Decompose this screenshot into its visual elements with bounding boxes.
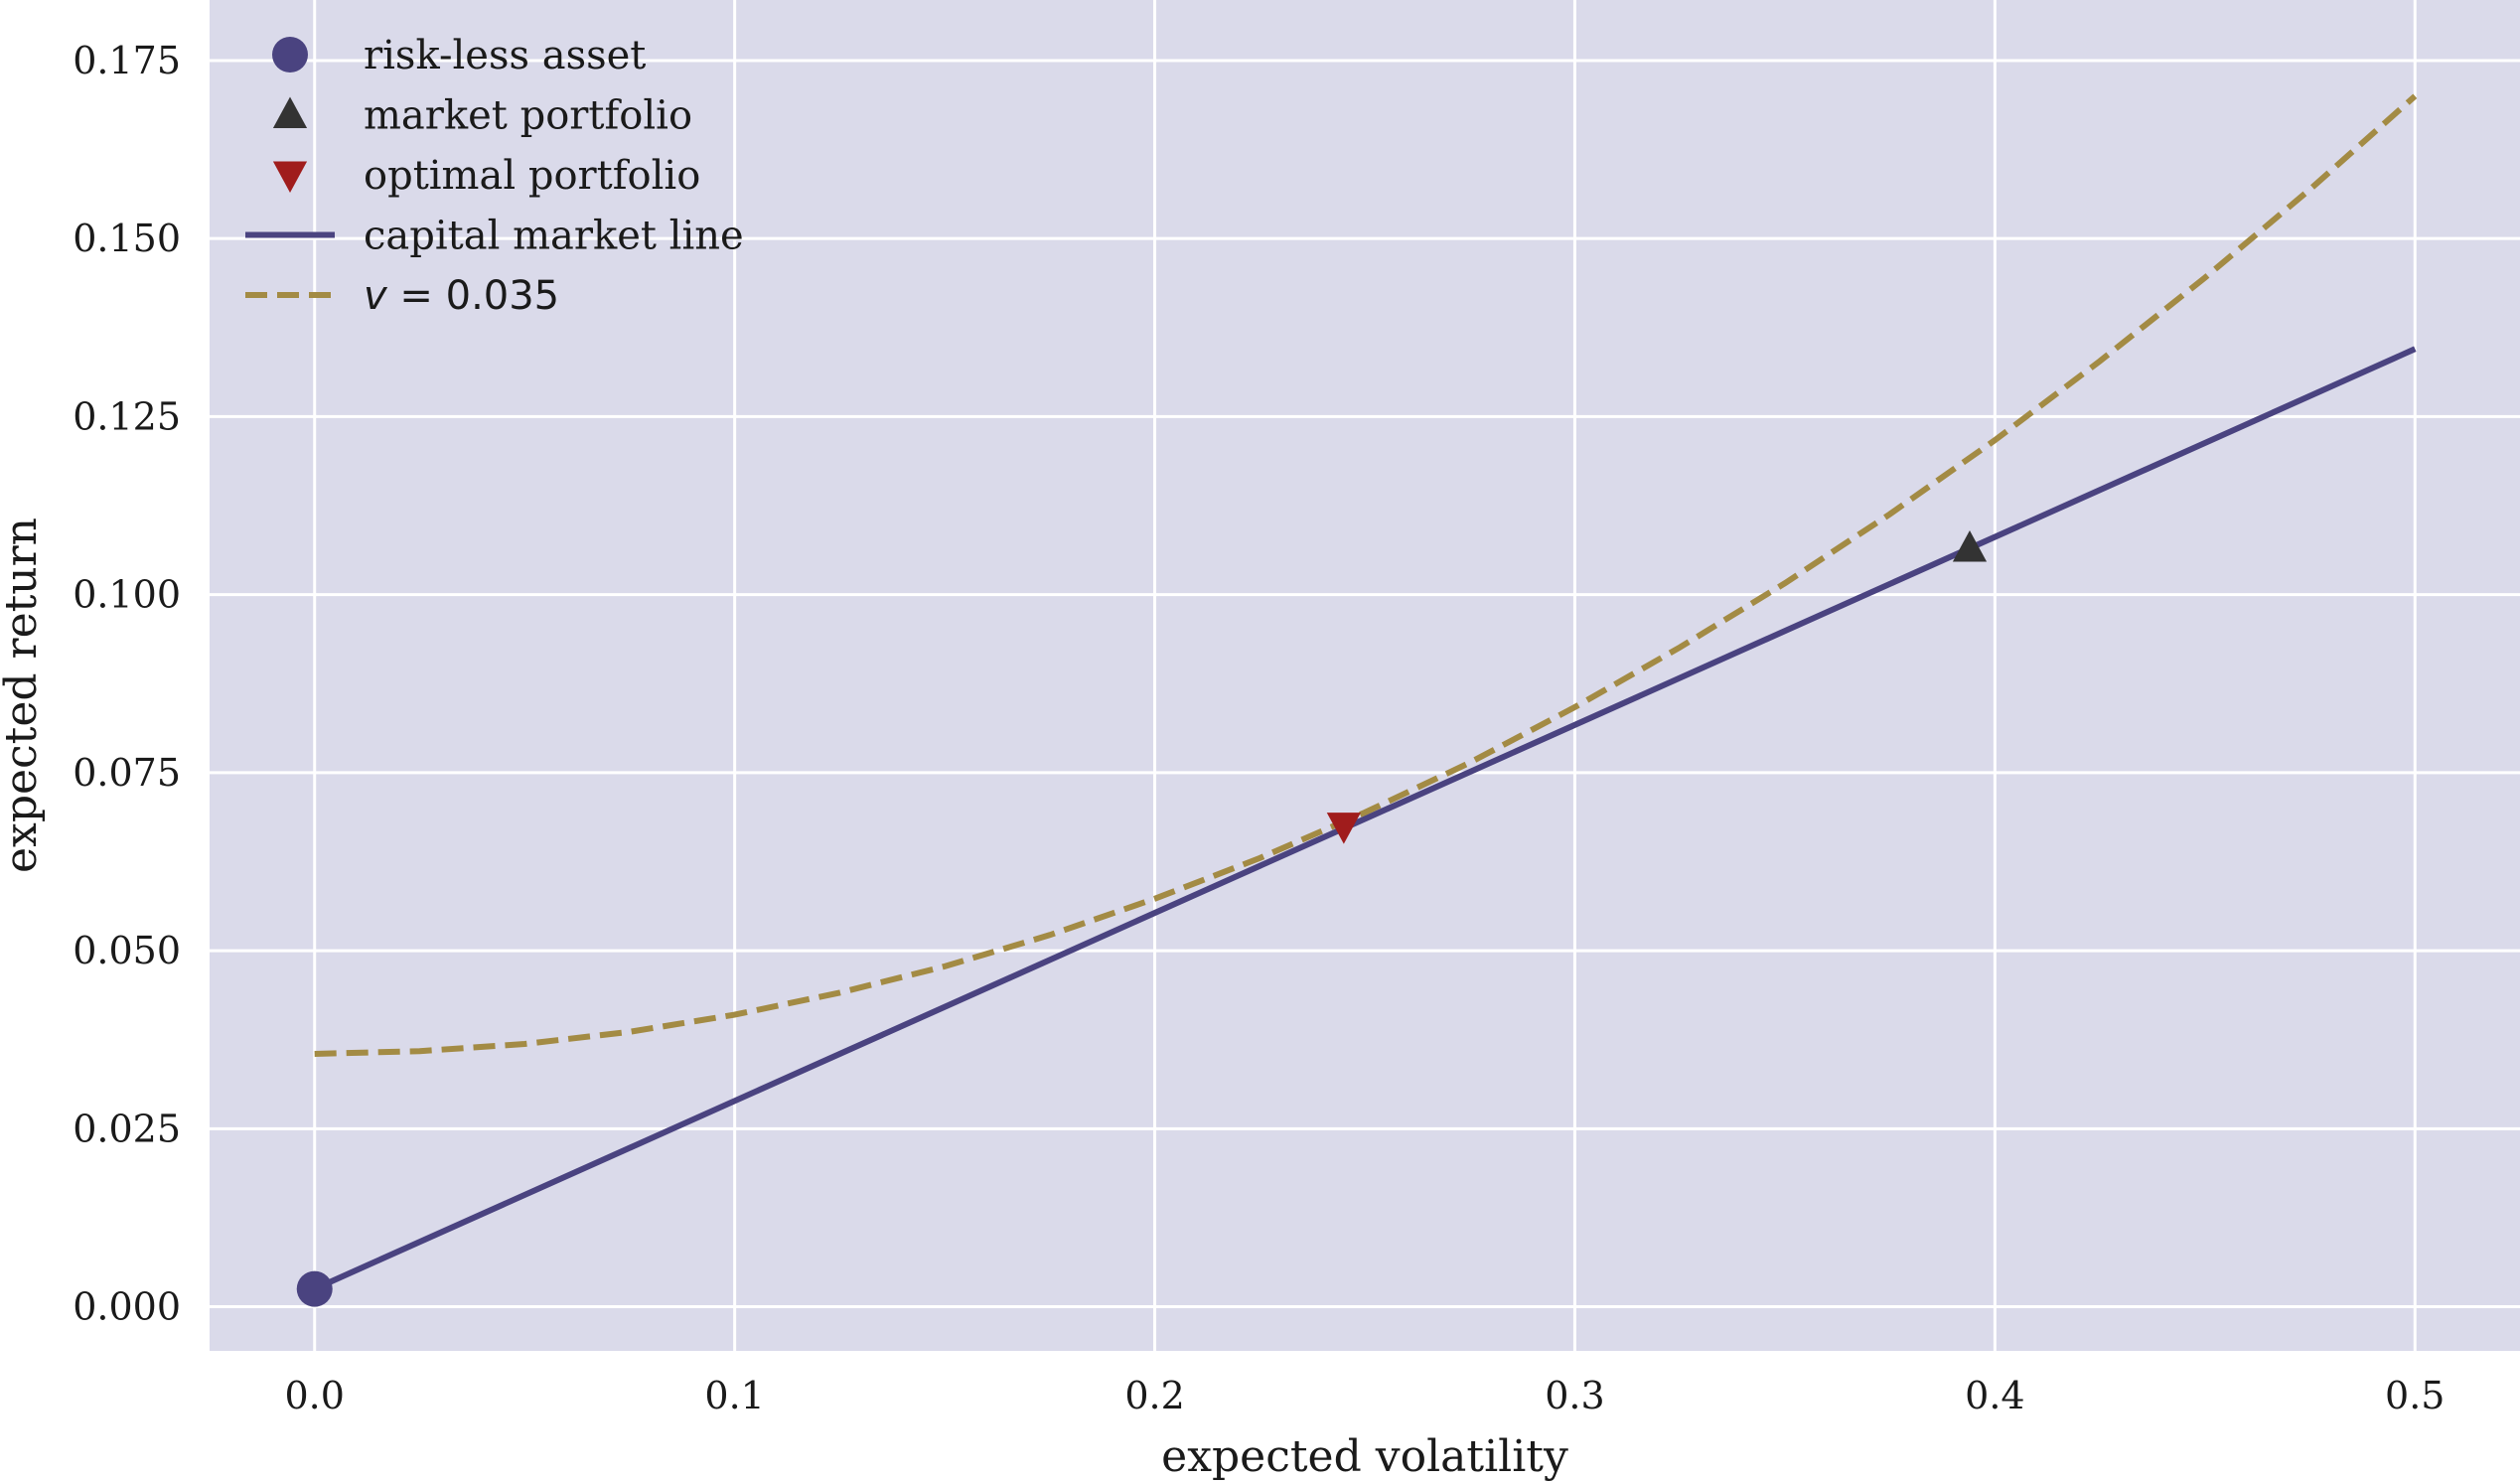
y-tick-label: 0.025 xyxy=(73,1107,181,1150)
legend-item: capital market line xyxy=(245,214,744,259)
y-tick-label: 0.175 xyxy=(73,39,181,82)
x-tick-label: 0.0 xyxy=(285,1374,345,1417)
legend-item: optimal portfolio xyxy=(272,153,700,199)
x-axis-label: expected volatility xyxy=(1161,1431,1568,1482)
x-tick-label: 0.4 xyxy=(1965,1374,2024,1417)
legend-label: risk-less asset xyxy=(364,33,646,78)
legend-swatch xyxy=(272,37,308,73)
legend-swatch xyxy=(272,161,308,193)
legend-item: risk-less asset xyxy=(272,33,646,78)
y-tick-label: 0.150 xyxy=(73,217,181,260)
plot-area xyxy=(210,0,2520,1351)
legend: risk-less asset market portfolio optimal p… xyxy=(245,33,744,319)
legend-item: market portfolio xyxy=(272,93,692,139)
y-tick-label: 0.075 xyxy=(73,751,181,795)
y-tick-label: 0.125 xyxy=(73,394,181,438)
y-tick-label: 0.100 xyxy=(73,573,181,617)
legend-item: v = 0.035 xyxy=(245,273,559,319)
x-tick-label: 0.5 xyxy=(2385,1374,2445,1417)
y-axis-label: expected return xyxy=(0,518,47,873)
y-tick-label: 0.000 xyxy=(73,1285,181,1329)
v-0-035-line xyxy=(314,93,2418,1057)
series-layer xyxy=(296,93,2418,1307)
optimal-portfolio-marker xyxy=(1326,813,1361,844)
risk-less-asset-marker xyxy=(296,1270,333,1307)
capital-market-line-line xyxy=(313,346,2417,1292)
market-portfolio-marker xyxy=(1952,530,1988,562)
y-tick-label: 0.050 xyxy=(73,929,181,972)
y-tick-labels: 0.000 0.025 0.050 0.075 0.100 0.125 0.150 0.175 xyxy=(73,39,181,1329)
legend-label: v = 0.035 xyxy=(364,273,559,319)
grid xyxy=(210,0,2520,1351)
legend-label: capital market line xyxy=(364,214,744,259)
x-tick-label: 0.1 xyxy=(704,1374,764,1417)
legend-label: optimal portfolio xyxy=(364,153,700,199)
x-tick-label: 0.3 xyxy=(1545,1374,1604,1417)
x-tick-label: 0.2 xyxy=(1124,1374,1184,1417)
x-tick-labels: 0.0 0.1 0.2 0.3 0.4 0.5 xyxy=(285,1374,2446,1417)
legend-swatch xyxy=(272,96,308,128)
legend-label: market portfolio xyxy=(364,93,692,139)
